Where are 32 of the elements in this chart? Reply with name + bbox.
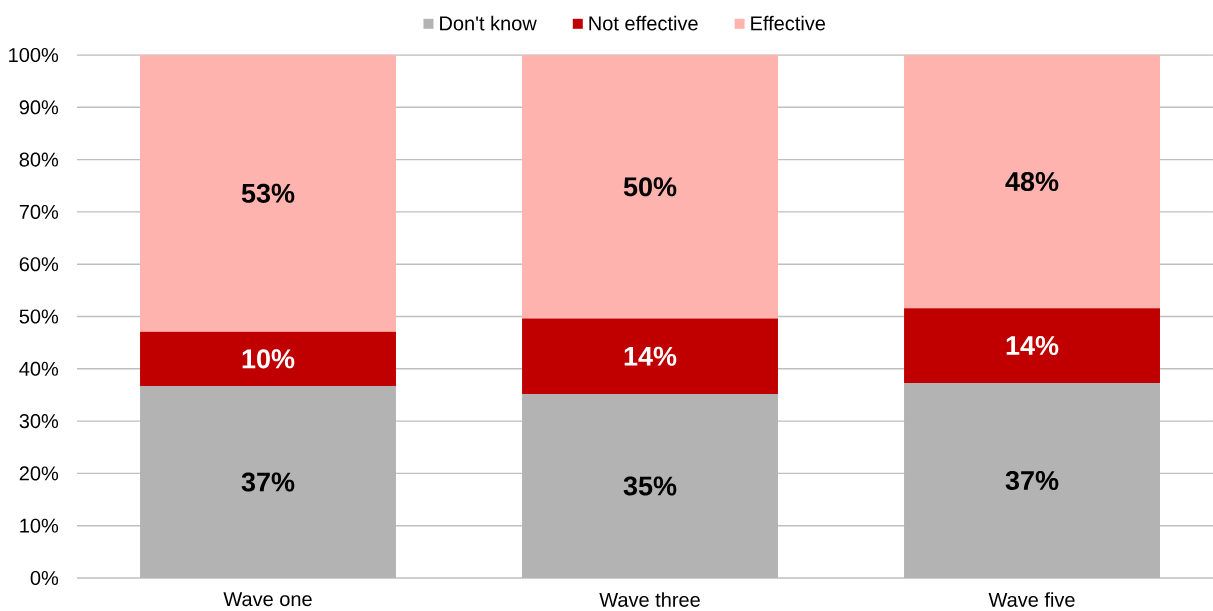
- y-tick-label: 50%: [19, 309, 59, 324]
- legend-label: Effective: [751, 15, 826, 31]
- y-tick-label: 60%: [19, 257, 59, 272]
- bar: [904, 308, 1160, 383]
- x-tick-label: Wave three: [599, 592, 700, 607]
- bar: [140, 55, 396, 332]
- data-label: 37%: [1005, 470, 1059, 491]
- bar: [904, 55, 1160, 309]
- y-tick-label: 90%: [19, 100, 59, 115]
- y-tick-label: 20%: [19, 466, 59, 481]
- data-label: 14%: [1006, 336, 1059, 356]
- y-tick-label: 70%: [19, 204, 59, 219]
- legend-label: Not effective: [589, 15, 698, 31]
- bar: [140, 331, 396, 387]
- y-tick-label: 10%: [20, 518, 59, 533]
- bar: [522, 318, 778, 394]
- data-label: 50%: [623, 177, 677, 197]
- data-label: 37%: [241, 472, 295, 492]
- data-label: 14%: [624, 346, 677, 366]
- legend-label: Don't know: [440, 15, 537, 31]
- y-tick-label: 30%: [19, 414, 59, 429]
- bar: [522, 55, 778, 319]
- data-label: 35%: [623, 476, 677, 496]
- y-tick-label: 100%: [9, 47, 59, 63]
- x-tick-label: Wave one: [223, 592, 312, 607]
- data-label: 48%: [1005, 172, 1059, 192]
- y-tick-label: 80%: [19, 152, 59, 167]
- data-label: 53%: [241, 183, 295, 203]
- y-tick-label: 0%: [30, 570, 59, 586]
- data-label: 10%: [242, 349, 295, 369]
- y-tick-label: 40%: [19, 361, 59, 376]
- x-tick-label: Wave five: [988, 592, 1075, 607]
